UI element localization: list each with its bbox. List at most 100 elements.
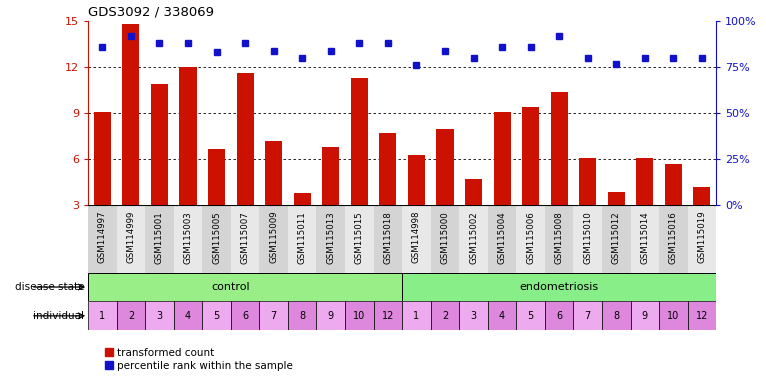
Bar (237, 73, 254, 205)
Bar (316, 301, 345, 330)
Legend: transformed count, percentile rank within the sample: transformed count, percentile rank withi… (101, 344, 296, 375)
Bar (116, 301, 146, 330)
Bar (93, 112, 111, 205)
Bar (545, 301, 574, 330)
Bar (202, 205, 231, 273)
Bar (146, 301, 174, 330)
Text: individual: individual (33, 311, 84, 321)
Bar (430, 301, 460, 330)
Text: GSM115012: GSM115012 (612, 211, 620, 263)
Text: 4: 4 (499, 311, 505, 321)
Text: 4: 4 (185, 311, 191, 321)
Bar (516, 301, 545, 330)
Text: GSM114998: GSM114998 (412, 211, 421, 263)
Text: 12: 12 (696, 311, 708, 321)
Text: GSM115006: GSM115006 (526, 211, 535, 263)
Text: 7: 7 (270, 311, 277, 321)
Bar (351, 78, 368, 205)
Bar (316, 205, 345, 273)
Bar (437, 129, 453, 205)
Text: GSM114999: GSM114999 (126, 211, 136, 263)
Bar (602, 301, 630, 330)
Text: GSM115018: GSM115018 (383, 211, 392, 263)
Text: disease state: disease state (15, 282, 84, 292)
Bar (151, 84, 168, 205)
Bar (379, 133, 397, 205)
Bar (602, 205, 630, 273)
Bar (488, 301, 516, 330)
Bar (293, 193, 311, 205)
Text: 3: 3 (156, 311, 162, 321)
Bar (402, 301, 430, 330)
Text: GSM115015: GSM115015 (355, 211, 364, 263)
Text: 9: 9 (642, 311, 648, 321)
Bar (116, 205, 146, 273)
Text: 3: 3 (470, 311, 476, 321)
Text: 9: 9 (328, 311, 334, 321)
Bar (607, 192, 625, 205)
Bar (688, 301, 716, 330)
Text: GSM115000: GSM115000 (440, 211, 450, 263)
Text: GSM115008: GSM115008 (555, 211, 564, 263)
Bar (88, 205, 116, 273)
Text: GSM115016: GSM115016 (669, 211, 678, 263)
Bar (374, 301, 402, 330)
Text: 12: 12 (381, 311, 394, 321)
Text: GSM115014: GSM115014 (640, 211, 650, 263)
Bar (88, 301, 116, 330)
Text: 7: 7 (584, 311, 591, 321)
Text: GSM114997: GSM114997 (98, 211, 107, 263)
Bar (374, 205, 402, 273)
Bar (174, 205, 202, 273)
Text: 5: 5 (214, 311, 220, 321)
Text: GSM115009: GSM115009 (269, 211, 278, 263)
Text: 6: 6 (556, 311, 562, 321)
Text: GSM115007: GSM115007 (241, 211, 250, 263)
Bar (265, 141, 282, 205)
Bar (688, 205, 716, 273)
Text: GSM115001: GSM115001 (155, 211, 164, 263)
Bar (231, 205, 260, 273)
Text: endometriosis: endometriosis (519, 282, 599, 292)
Text: GSM115003: GSM115003 (184, 211, 192, 263)
Bar (522, 107, 539, 205)
Bar (637, 158, 653, 205)
Bar (579, 158, 596, 205)
Bar (516, 205, 545, 273)
Text: control: control (211, 282, 250, 292)
Text: GSM115013: GSM115013 (326, 211, 336, 263)
Bar (630, 205, 659, 273)
Bar (430, 205, 460, 273)
Bar (402, 205, 430, 273)
Bar (260, 205, 288, 273)
Text: 2: 2 (442, 311, 448, 321)
Bar (551, 92, 568, 205)
Bar (260, 301, 288, 330)
Bar (545, 205, 574, 273)
Bar (202, 301, 231, 330)
Bar (630, 301, 659, 330)
Bar (465, 179, 482, 205)
Text: 6: 6 (242, 311, 248, 321)
Bar (488, 205, 516, 273)
Text: GSM115019: GSM115019 (697, 211, 706, 263)
Bar (659, 205, 688, 273)
Bar (574, 301, 602, 330)
Bar (460, 205, 488, 273)
Text: GSM115011: GSM115011 (298, 211, 306, 263)
Bar (123, 24, 139, 205)
Bar (231, 301, 260, 330)
Text: 8: 8 (614, 311, 620, 321)
Bar (408, 155, 425, 205)
Text: GSM115005: GSM115005 (212, 211, 221, 263)
Bar (493, 112, 511, 205)
Bar (288, 205, 316, 273)
Text: 1: 1 (414, 311, 420, 321)
Bar (460, 301, 488, 330)
Text: 10: 10 (353, 311, 365, 321)
Text: GDS3092 / 338069: GDS3092 / 338069 (88, 5, 214, 18)
Bar (345, 205, 374, 273)
Bar (693, 187, 711, 205)
Bar (345, 301, 374, 330)
Bar (208, 149, 225, 205)
